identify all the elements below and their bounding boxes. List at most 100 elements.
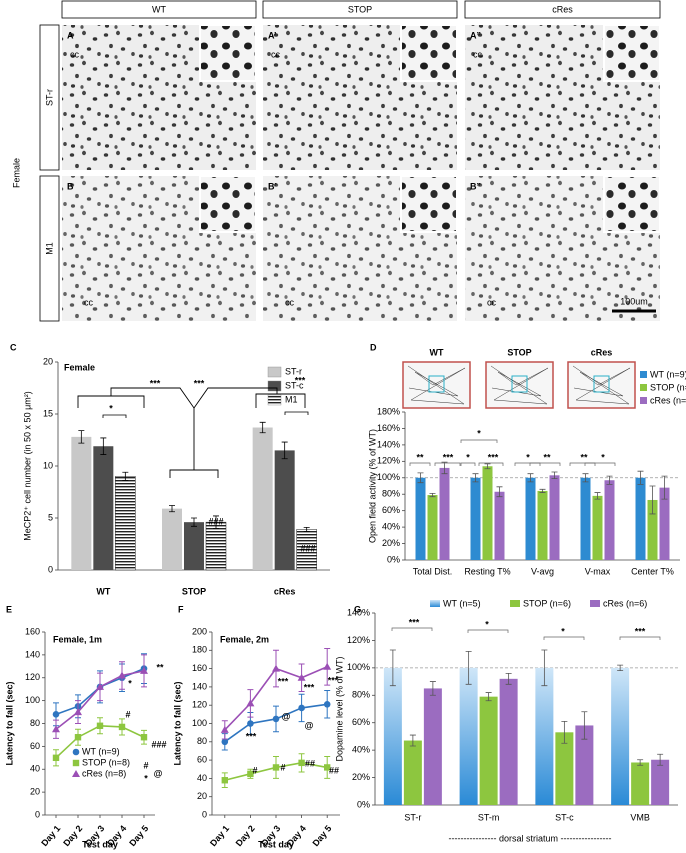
annotation: *** [443,452,454,462]
legend-label: STOP (n=8) [82,757,130,767]
legend-swatch [267,366,282,378]
track-trace [407,365,466,405]
bar [535,667,554,805]
legend-swatch [640,397,647,404]
x-tick-label: Day 1 [208,823,231,848]
row-label-box [39,24,60,171]
legend-label: cRes (n=9) [650,395,686,405]
legend-label: WT (n=5) [443,598,481,608]
y-tick-label: 120 [192,700,207,710]
row-label: ST-r [44,89,54,106]
significance-bracket [584,462,616,466]
annotation: ** [543,452,551,462]
x-tick-label: Day 1 [39,823,62,848]
annotation: *** [150,378,161,388]
annotation: ** [580,452,588,462]
column-header-box [262,0,458,19]
significance-bracket [569,462,596,466]
marker [246,699,255,707]
y-tick-label: 5 [48,512,53,522]
annotation: @ [154,768,163,778]
comparison-tree [77,387,306,478]
y-tick-label: 160% [377,423,400,433]
bar [647,499,658,560]
y-tick-label: 10 [43,460,53,470]
annotation: ## [329,765,339,775]
inset [199,24,257,82]
bar [423,688,442,805]
marker [272,715,280,723]
marker [298,704,305,712]
legend-swatch [640,371,647,378]
y-tick-label: 15 [43,408,53,418]
image-label: STOP [507,347,531,357]
region-label: cc [84,297,94,307]
legend-label: WT (n=9) [82,746,120,756]
y-axis-label: Open field activity (% of WT) [367,429,377,543]
x-tick-label: VMB [630,812,650,822]
bar [274,450,295,570]
y-tick-label: 40% [382,521,400,531]
annotation: *** [194,378,205,388]
bar [115,476,136,571]
region-label: cc [285,297,295,307]
error-bar [417,472,424,484]
marker [74,734,82,741]
error-bar [281,441,288,460]
annotation: * [109,403,113,413]
annotation: # [143,760,148,770]
bar [525,477,536,560]
y-axis-label: Latency to fall (sec) [172,681,182,765]
legend-swatch [430,600,440,607]
significance-bracket [434,462,461,466]
x-tick-label: WT [96,586,110,596]
y-tick-label: 20 [43,356,53,366]
bar [549,475,560,560]
annotation: *** [304,682,315,692]
annotation: * [466,452,470,462]
panel-label: G [354,604,361,614]
y-tick-label: 0% [387,554,400,564]
y-axis-label: Dopamine level (% of WT) [334,656,344,761]
error-bar [551,471,558,479]
bar [459,667,478,805]
track-center [428,375,445,393]
x-axis-label: Test day [82,839,118,849]
scale-bar-label: 100um [620,296,648,306]
chart-title: Female [64,362,95,372]
error-bar [561,720,568,744]
error-bar [389,649,396,687]
error-bar [527,473,534,483]
image-label: WT [430,347,444,357]
error-bar [169,505,175,513]
bar [439,467,450,560]
legend-label: cRes (n=8) [82,768,126,778]
annotation: * [526,452,530,462]
y-tick-label: 120% [347,635,370,645]
column-header-box [464,0,661,19]
marker [140,666,148,674]
x-tick-label: ST-c [555,812,574,822]
x-axis-label: Test day [258,839,294,849]
bar [659,487,670,560]
bar [427,495,438,560]
marker [140,734,148,741]
error-bar [213,515,219,529]
bar [184,522,204,570]
y-tick-label: 40% [352,745,370,755]
marker [247,770,254,778]
legend-label: ST-c [285,380,304,390]
legend-swatch [267,394,282,406]
error-bar [100,437,107,455]
y-tick-label: 120% [377,456,400,466]
error-bar [191,517,197,527]
panel-label: E [6,604,12,614]
bar [205,521,227,571]
significance-bracket [514,462,541,466]
panel-label: B” [470,181,481,191]
x-tick-label: Day 2 [234,823,257,848]
error-bar [637,470,644,485]
marker [72,748,80,756]
x-tick-label: Day 5 [127,823,150,848]
